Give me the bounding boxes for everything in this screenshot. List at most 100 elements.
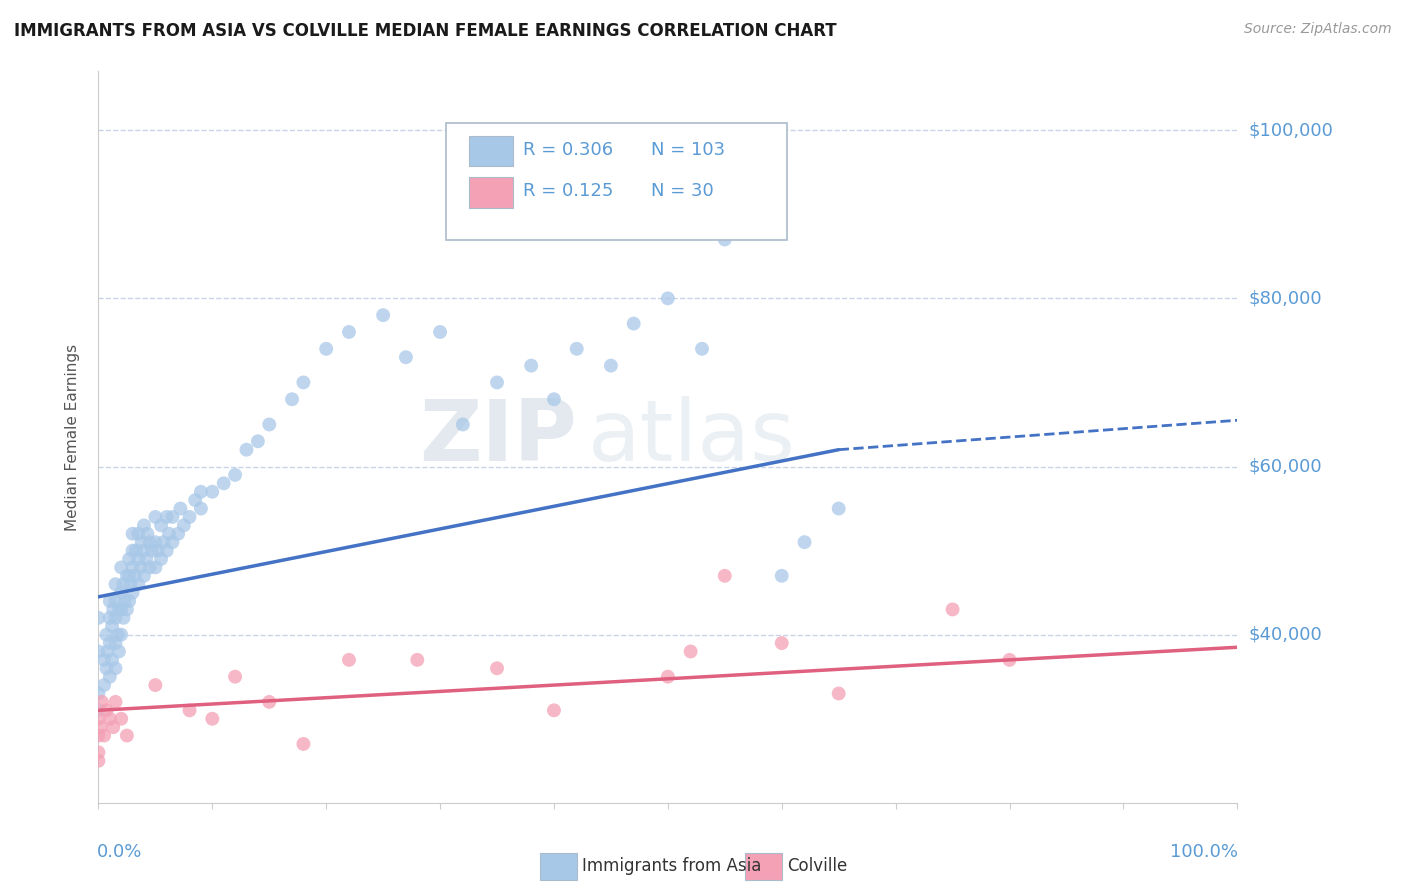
Point — [146, 543, 169, 558]
Point — [121, 543, 143, 558]
Point — [315, 342, 337, 356]
Point — [565, 342, 588, 356]
Point — [107, 627, 129, 641]
Point — [112, 577, 135, 591]
Text: R = 0.306: R = 0.306 — [523, 141, 613, 160]
Point — [179, 703, 201, 717]
Point — [87, 712, 110, 726]
Point — [93, 678, 115, 692]
Point — [657, 670, 679, 684]
Point — [486, 661, 509, 675]
Point — [292, 737, 315, 751]
Point — [543, 392, 565, 407]
Point — [108, 602, 131, 616]
Point — [657, 291, 679, 305]
Point — [246, 434, 269, 449]
Point — [136, 526, 159, 541]
Text: N = 30: N = 30 — [651, 182, 713, 200]
Point — [371, 308, 394, 322]
Point — [118, 569, 141, 583]
Point — [235, 442, 257, 457]
Point — [121, 560, 143, 574]
Point — [93, 653, 115, 667]
Text: $100,000: $100,000 — [1249, 121, 1333, 139]
Point — [98, 611, 121, 625]
Point — [259, 417, 281, 432]
Point — [152, 535, 174, 549]
Point — [679, 644, 702, 658]
Text: 0.0%: 0.0% — [97, 843, 142, 861]
Point — [127, 526, 149, 541]
Point — [115, 602, 138, 616]
Y-axis label: Median Female Earnings: Median Female Earnings — [65, 343, 80, 531]
Point — [157, 526, 180, 541]
Point — [201, 712, 224, 726]
Point — [138, 535, 160, 549]
Point — [110, 560, 132, 574]
Point — [131, 535, 153, 549]
Point — [145, 510, 167, 524]
Text: Immigrants from Asia: Immigrants from Asia — [582, 856, 762, 875]
Point — [145, 560, 167, 574]
Point — [132, 518, 155, 533]
Point — [828, 686, 851, 700]
Point — [395, 350, 418, 364]
Point — [121, 526, 143, 541]
Text: $40,000: $40,000 — [1249, 625, 1322, 644]
Point — [115, 729, 138, 743]
Point — [657, 224, 679, 238]
Point — [942, 602, 965, 616]
Text: IMMIGRANTS FROM ASIA VS COLVILLE MEDIAN FEMALE EARNINGS CORRELATION CHART: IMMIGRANTS FROM ASIA VS COLVILLE MEDIAN … — [14, 22, 837, 40]
Point — [87, 754, 110, 768]
Point — [103, 602, 125, 616]
Text: atlas: atlas — [588, 395, 796, 479]
Point — [623, 317, 645, 331]
Point — [337, 325, 360, 339]
Point — [112, 611, 135, 625]
Point — [118, 594, 141, 608]
Point — [167, 526, 190, 541]
Point — [190, 484, 212, 499]
Point — [98, 636, 121, 650]
Point — [770, 569, 793, 583]
Point — [169, 501, 191, 516]
Point — [87, 686, 110, 700]
Point — [87, 745, 110, 759]
Point — [125, 543, 148, 558]
Point — [103, 720, 125, 734]
Text: $60,000: $60,000 — [1249, 458, 1322, 475]
Point — [337, 653, 360, 667]
Point — [406, 653, 429, 667]
Point — [104, 611, 127, 625]
Point — [543, 703, 565, 717]
Point — [93, 729, 115, 743]
Point — [600, 359, 623, 373]
Point — [520, 359, 543, 373]
Point — [104, 594, 127, 608]
Point — [115, 569, 138, 583]
Point — [690, 342, 713, 356]
Point — [224, 467, 246, 482]
FancyBboxPatch shape — [540, 853, 576, 880]
Text: $80,000: $80,000 — [1249, 289, 1322, 308]
Point — [179, 510, 201, 524]
Point — [87, 644, 110, 658]
Point — [104, 636, 127, 650]
Point — [190, 501, 212, 516]
Point — [110, 627, 132, 641]
Point — [96, 627, 118, 641]
Point — [793, 535, 815, 549]
Point — [135, 552, 157, 566]
Point — [104, 577, 127, 591]
Point — [132, 569, 155, 583]
Point — [138, 560, 160, 574]
Point — [87, 611, 110, 625]
Text: N = 103: N = 103 — [651, 141, 725, 160]
Point — [281, 392, 304, 407]
Point — [292, 376, 315, 390]
Point — [98, 594, 121, 608]
Point — [451, 417, 474, 432]
Point — [714, 569, 737, 583]
Point — [110, 602, 132, 616]
Point — [429, 325, 451, 339]
